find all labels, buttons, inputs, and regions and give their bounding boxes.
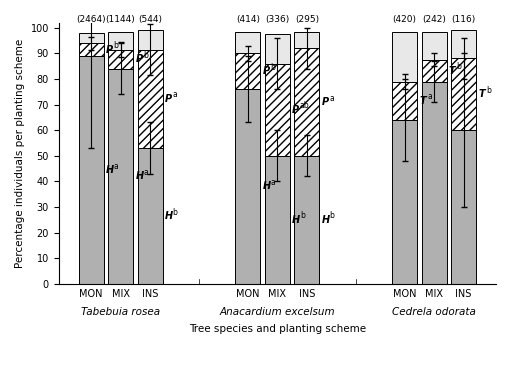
Bar	[265, 34, 290, 63]
Text: (2464): (2464)	[76, 15, 106, 24]
Bar	[451, 58, 476, 130]
Text: H: H	[106, 165, 114, 175]
Text: (116): (116)	[452, 15, 476, 24]
Text: (295): (295)	[295, 15, 319, 24]
Bar	[294, 48, 319, 156]
Text: H: H	[292, 215, 300, 225]
Text: a: a	[173, 90, 177, 99]
Text: a: a	[330, 94, 334, 103]
Bar	[265, 63, 290, 156]
Text: b: b	[330, 211, 334, 221]
Text: b: b	[457, 62, 461, 71]
X-axis label: Tree species and planting scheme: Tree species and planting scheme	[189, 324, 366, 334]
Bar	[451, 30, 476, 58]
Bar	[235, 32, 260, 53]
Text: P: P	[165, 94, 172, 104]
Bar	[422, 81, 447, 284]
Bar	[137, 30, 162, 50]
Text: (414): (414)	[236, 15, 260, 24]
Text: a: a	[427, 92, 432, 101]
Text: (420): (420)	[392, 15, 416, 24]
Text: b: b	[300, 211, 305, 221]
Text: P: P	[135, 54, 143, 64]
Bar	[451, 130, 476, 284]
Bar	[235, 89, 260, 284]
Text: H: H	[165, 211, 173, 221]
Text: a: a	[270, 178, 275, 187]
Text: b: b	[113, 41, 119, 50]
Bar	[294, 156, 319, 284]
Text: (336): (336)	[265, 15, 289, 24]
Text: Cedrela odorata: Cedrela odorata	[392, 307, 476, 317]
Bar	[265, 156, 290, 284]
Bar	[422, 60, 447, 81]
Text: P: P	[106, 44, 113, 55]
Text: b: b	[486, 86, 491, 95]
Text: H: H	[321, 215, 330, 225]
Text: P: P	[292, 105, 299, 115]
Bar	[108, 69, 133, 284]
Text: a: a	[113, 161, 118, 171]
Text: b: b	[143, 51, 148, 60]
Text: T: T	[478, 89, 485, 99]
Text: Anacardium excelsum: Anacardium excelsum	[220, 307, 335, 317]
Text: (242): (242)	[422, 15, 446, 24]
Bar	[235, 53, 260, 89]
Bar	[108, 50, 133, 69]
Bar	[392, 32, 417, 81]
Bar	[392, 120, 417, 284]
Text: H: H	[263, 182, 271, 192]
Bar	[79, 33, 104, 43]
Bar	[137, 148, 162, 284]
Bar	[392, 81, 417, 120]
Bar	[137, 50, 162, 148]
Bar	[422, 32, 447, 60]
Text: (1144): (1144)	[106, 15, 135, 24]
Text: T: T	[449, 66, 455, 76]
Y-axis label: Percentage individuals per planting scheme: Percentage individuals per planting sche…	[15, 39, 25, 268]
Text: P: P	[321, 97, 329, 107]
Text: H: H	[135, 171, 144, 181]
Bar	[108, 32, 133, 50]
Bar	[79, 56, 104, 284]
Text: ab: ab	[300, 101, 310, 110]
Text: b: b	[270, 63, 275, 72]
Bar	[79, 43, 104, 56]
Bar	[294, 32, 319, 48]
Text: P: P	[263, 66, 270, 76]
Text: a: a	[143, 168, 148, 177]
Text: b: b	[173, 208, 177, 217]
Text: T: T	[420, 96, 426, 106]
Text: (544): (544)	[138, 15, 162, 24]
Text: Tabebuia rosea: Tabebuia rosea	[81, 307, 160, 317]
